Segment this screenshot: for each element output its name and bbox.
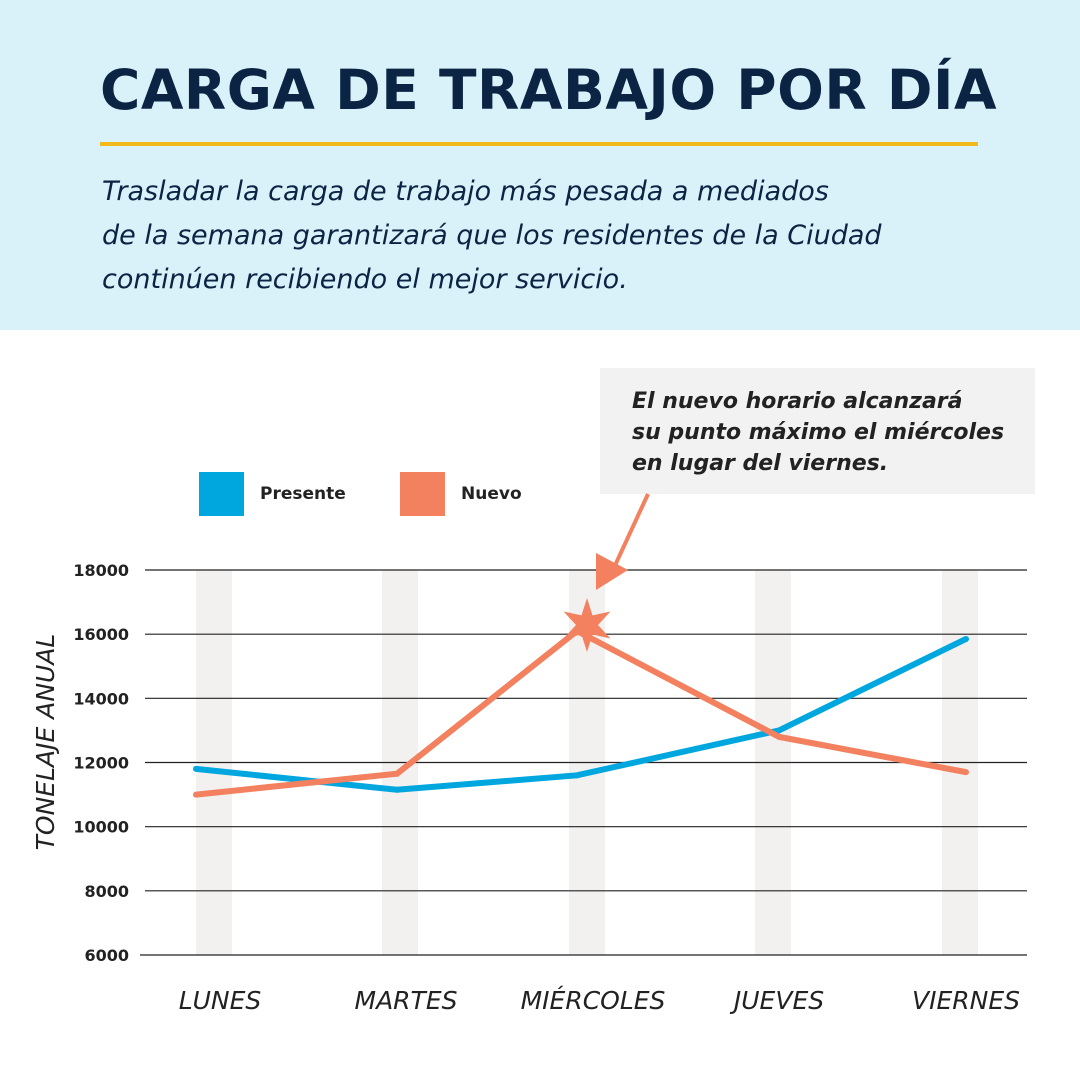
- x-tick-label-4: JUEVES: [729, 986, 824, 1015]
- subtitle: Trasladar la carga de trabajo más pesada…: [102, 170, 982, 302]
- annotation-callout: El nuevo horario alcanzará su punto máxi…: [600, 368, 1035, 494]
- callout-line-3: en lugar del viernes.: [632, 451, 889, 476]
- legend-swatch-presente: [199, 472, 244, 516]
- y-tick-label-10000: 10000: [73, 818, 129, 837]
- y-axis-label: TONELAJE ANUAL: [31, 634, 60, 851]
- y-tick-label-12000: 12000: [73, 754, 129, 773]
- legend-swatch-nuevo: [400, 472, 445, 516]
- title-underline: [100, 142, 978, 146]
- subtitle-line-3: continúen recibiendo el mejor servicio.: [102, 264, 628, 295]
- y-tick-label-18000: 18000: [73, 561, 129, 580]
- x-tick-label-5: VIERNES: [912, 986, 1020, 1015]
- data-point-nuevo-4: [776, 733, 782, 740]
- legend-label-nuevo: Nuevo: [461, 484, 522, 504]
- callout-line-1: El nuevo horario alcanzará: [632, 389, 963, 414]
- data-point-presente-4: [776, 727, 782, 734]
- y-tick-label-14000: 14000: [73, 689, 129, 708]
- legend-item-nuevo: Nuevo: [400, 472, 522, 516]
- callout-arrow-head: [596, 553, 628, 590]
- x-tick-label-1: LUNES: [179, 986, 262, 1015]
- data-point-nuevo-2: [394, 770, 400, 777]
- peak-star-marker: [563, 598, 611, 652]
- y-tick-label-8000: 8000: [84, 882, 129, 901]
- header-banner: [0, 0, 1080, 330]
- x-tick-label-3: MIÉRCOLES: [521, 986, 666, 1015]
- data-point-nuevo-5: [963, 769, 969, 776]
- data-point-presente-1: [193, 765, 199, 772]
- data-point-nuevo-1: [193, 791, 199, 798]
- callout-arrow-shaft: [610, 493, 650, 573]
- callout-line-2: su punto máximo el miércoles: [632, 420, 1005, 445]
- legend-label-presente: Presente: [260, 484, 346, 504]
- subtitle-line-2: de la semana garantizará que los residen…: [102, 220, 882, 251]
- y-tick-label-16000: 16000: [73, 625, 129, 644]
- page-title: CARGA DE TRABAJO POR DÍA: [100, 58, 998, 122]
- subtitle-line-1: Trasladar la carga de trabajo más pesada…: [102, 176, 829, 207]
- y-tick-label-6000: 6000: [84, 946, 129, 965]
- data-point-presente-2: [394, 786, 400, 793]
- x-tick-label-2: MARTES: [355, 986, 458, 1015]
- data-point-presente-3: [574, 772, 580, 779]
- legend-item-presente: Presente: [199, 472, 346, 516]
- data-point-presente-5: [963, 635, 969, 642]
